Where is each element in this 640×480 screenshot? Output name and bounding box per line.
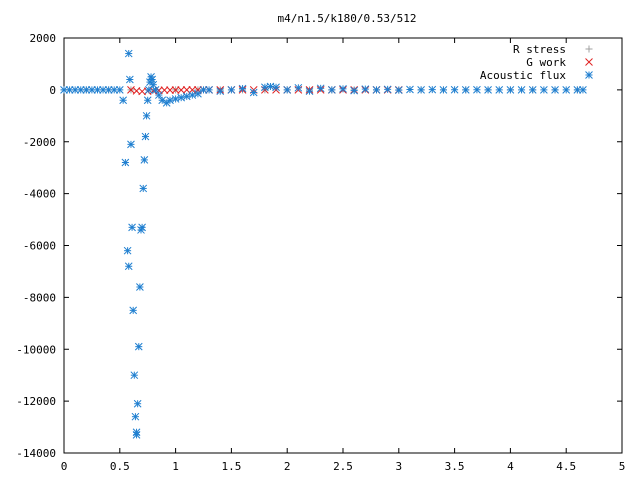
acoustic-flux-point bbox=[238, 84, 247, 93]
x-tick-label: 4 bbox=[507, 460, 514, 473]
y-tick-label: -4000 bbox=[23, 188, 56, 201]
x-tick-label: 4.5 bbox=[556, 460, 576, 473]
y-tick-label: -12000 bbox=[16, 395, 56, 408]
acoustic-flux-point bbox=[205, 86, 213, 94]
y-tick-label: -2000 bbox=[23, 136, 56, 149]
acoustic-flux-point bbox=[439, 86, 448, 94]
chart-title: m4/n1.5/k180/0.53/512 bbox=[277, 12, 416, 25]
acoustic-flux-point bbox=[327, 86, 336, 94]
acoustic-flux-point bbox=[131, 412, 140, 421]
acoustic-flux-point bbox=[121, 158, 130, 167]
acoustic-flux-point bbox=[194, 89, 202, 98]
acoustic-flux-point bbox=[428, 85, 437, 94]
g-work-point bbox=[171, 86, 180, 94]
acoustic-flux-point bbox=[450, 85, 459, 94]
acoustic-flux-point bbox=[540, 86, 548, 94]
acoustic-flux-point bbox=[361, 85, 370, 93]
g-work-point bbox=[166, 86, 174, 94]
acoustic-flux-point bbox=[294, 83, 303, 92]
acoustic-flux-point bbox=[227, 86, 236, 94]
acoustic-flux-point bbox=[283, 86, 292, 94]
acoustic-flux-point bbox=[417, 86, 425, 94]
y-tick-label: -6000 bbox=[23, 240, 56, 253]
acoustic-flux-point bbox=[216, 87, 225, 96]
legend-label-r-stress: R stress bbox=[513, 43, 566, 56]
y-tick-label: -8000 bbox=[23, 291, 56, 304]
acoustic-flux-point bbox=[151, 86, 160, 94]
acoustic-flux-point bbox=[148, 75, 157, 84]
acoustic-flux-point bbox=[461, 86, 470, 94]
y-tick-label: 0 bbox=[49, 84, 56, 97]
x-tick-label: 1.5 bbox=[221, 460, 241, 473]
legend-label-g-work: G work bbox=[526, 56, 566, 69]
acoustic-flux-point bbox=[372, 86, 381, 94]
acoustic-flux-point bbox=[125, 75, 134, 84]
data-points bbox=[60, 49, 587, 439]
acoustic-flux-point bbox=[140, 156, 149, 164]
acoustic-flux-point bbox=[128, 223, 136, 232]
legend-marker-r-stress bbox=[585, 45, 593, 53]
acoustic-flux-point bbox=[484, 86, 492, 94]
acoustic-flux-point bbox=[144, 86, 153, 94]
acoustic-flux-point bbox=[139, 184, 148, 193]
acoustic-flux-point bbox=[143, 96, 152, 105]
g-work-point bbox=[177, 86, 186, 94]
acoustic-flux-point bbox=[93, 86, 102, 94]
acoustic-flux-point bbox=[141, 132, 150, 141]
acoustic-flux-point bbox=[130, 371, 139, 380]
acoustic-flux-point bbox=[383, 85, 392, 94]
x-tick-label: 3.5 bbox=[445, 460, 465, 473]
acoustic-flux-point bbox=[124, 262, 133, 271]
legend-marker-g-work bbox=[585, 58, 593, 66]
x-axis: 0 0.5 1 1.5 2 2.5 3 3.5 4 4.5 5 bbox=[61, 38, 626, 473]
acoustic-flux-point bbox=[119, 96, 128, 105]
acoustic-flux-point bbox=[133, 399, 142, 408]
acoustic-flux-point bbox=[394, 86, 403, 94]
x-tick-label: 2.5 bbox=[333, 460, 353, 473]
acoustic-flux-point bbox=[406, 85, 414, 94]
acoustic-flux-point bbox=[551, 86, 559, 94]
acoustic-flux-point bbox=[272, 83, 280, 92]
acoustic-flux-point bbox=[124, 49, 133, 58]
acoustic-flux-point bbox=[473, 85, 481, 94]
acoustic-flux-point bbox=[506, 86, 515, 94]
acoustic-flux-point bbox=[142, 111, 151, 120]
acoustic-flux-point bbox=[123, 246, 132, 255]
legend-label-acoustic-flux: Acoustic flux bbox=[480, 69, 566, 82]
acoustic-flux-point bbox=[528, 86, 537, 94]
acoustic-flux-point bbox=[339, 84, 347, 93]
x-tick-label: 5 bbox=[619, 460, 626, 473]
x-tick-label: 2 bbox=[284, 460, 291, 473]
acoustic-flux-point bbox=[138, 223, 146, 232]
legend-marker-acoustic-flux bbox=[585, 71, 593, 79]
acoustic-flux-point bbox=[71, 86, 80, 94]
acoustic-flux-point bbox=[132, 428, 141, 437]
acoustic-flux-point bbox=[350, 86, 359, 95]
acoustic-flux-point bbox=[110, 86, 119, 94]
x-tick-label: 0 bbox=[61, 460, 68, 473]
x-tick-label: 0.5 bbox=[110, 460, 130, 473]
y-tick-label: -14000 bbox=[16, 447, 56, 460]
y-tick-label: 2000 bbox=[30, 32, 57, 45]
x-tick-label: 3 bbox=[395, 460, 402, 473]
acoustic-flux-point bbox=[579, 86, 587, 94]
acoustic-flux-point bbox=[115, 86, 124, 94]
acoustic-flux-point bbox=[517, 86, 526, 94]
acoustic-flux-point bbox=[305, 87, 314, 96]
acoustic-flux-point bbox=[129, 306, 138, 315]
acoustic-flux-point bbox=[249, 88, 258, 97]
y-tick-label: -10000 bbox=[16, 343, 56, 356]
acoustic-flux-point bbox=[562, 86, 571, 94]
acoustic-flux-point bbox=[316, 84, 325, 93]
acoustic-flux-point bbox=[134, 342, 143, 351]
acoustic-flux-point bbox=[136, 283, 144, 291]
y-axis: -14000 -12000 -10000 -8000 -6000 -4000 -2000 0 2… bbox=[16, 32, 622, 460]
acoustic-flux-point bbox=[104, 86, 113, 94]
acoustic-flux-point bbox=[495, 86, 504, 94]
acoustic-flux-point bbox=[127, 140, 135, 149]
x-tick-label: 1 bbox=[172, 460, 179, 473]
